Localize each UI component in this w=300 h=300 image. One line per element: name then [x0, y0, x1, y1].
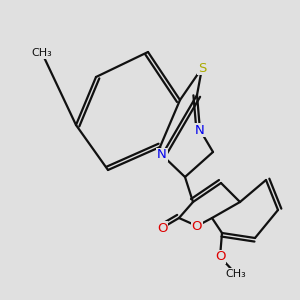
Text: CH₃: CH₃: [226, 269, 246, 279]
Text: N: N: [195, 124, 205, 136]
Text: S: S: [198, 61, 206, 74]
Text: CH₃: CH₃: [32, 48, 52, 58]
Text: O: O: [157, 221, 167, 235]
Text: N: N: [157, 148, 167, 161]
Text: O: O: [215, 250, 225, 263]
Text: O: O: [192, 220, 202, 232]
